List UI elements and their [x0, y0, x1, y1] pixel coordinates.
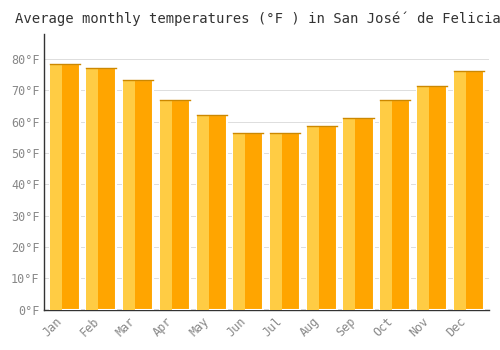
Bar [234, 133, 264, 310]
Bar [454, 71, 466, 310]
Bar [306, 126, 337, 310]
Bar [196, 115, 208, 310]
Bar [123, 80, 135, 310]
Bar [50, 64, 80, 310]
Bar [270, 133, 282, 310]
Bar [380, 100, 392, 310]
Bar [86, 68, 99, 310]
Bar [270, 133, 300, 310]
Bar [417, 86, 447, 310]
Bar [234, 133, 245, 310]
Bar [344, 118, 374, 310]
Bar [123, 80, 153, 310]
Bar [417, 86, 429, 310]
Bar [196, 115, 226, 310]
Bar [380, 100, 410, 310]
Bar [160, 100, 190, 310]
Bar [160, 100, 172, 310]
Title: Average monthly temperatures (°F ) in San José́ de Feliciano: Average monthly temperatures (°F ) in Sa… [16, 11, 500, 26]
Bar [50, 64, 62, 310]
Bar [306, 126, 319, 310]
Bar [454, 71, 484, 310]
Bar [344, 118, 355, 310]
Bar [86, 68, 117, 310]
